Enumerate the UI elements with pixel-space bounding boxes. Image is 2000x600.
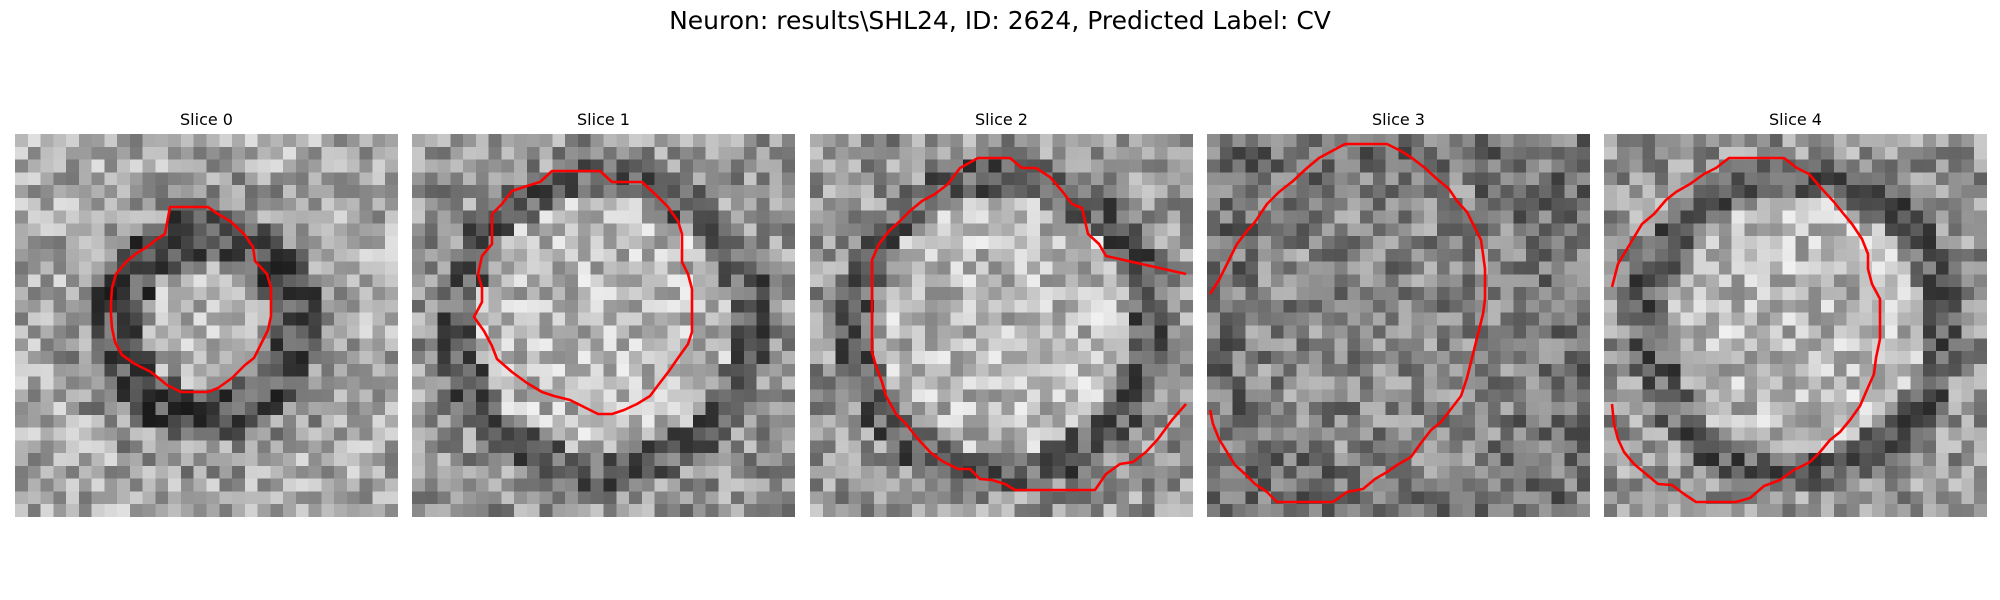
slice-panel-4: Slice 4 <box>1604 110 1987 517</box>
slice-title: Slice 1 <box>577 110 630 129</box>
slice-title: Slice 0 <box>180 110 233 129</box>
slice-panel-0: Slice 0 <box>15 110 398 517</box>
slice-panel-3: Slice 3 <box>1207 110 1590 517</box>
slice-title: Slice 4 <box>1769 110 1822 129</box>
slice-panel-2: Slice 2 <box>810 110 1193 517</box>
grayscale-slice-image <box>1604 134 1987 517</box>
grayscale-slice-image <box>15 134 398 517</box>
grayscale-slice-image <box>412 134 795 517</box>
slice-title: Slice 3 <box>1372 110 1425 129</box>
grayscale-slice-image <box>810 134 1193 517</box>
grayscale-slice-image <box>1207 134 1590 517</box>
figure-title: Neuron: results\SHL24, ID: 2624, Predict… <box>669 6 1331 35</box>
slice-panel-1: Slice 1 <box>412 110 795 517</box>
slice-title: Slice 2 <box>975 110 1028 129</box>
